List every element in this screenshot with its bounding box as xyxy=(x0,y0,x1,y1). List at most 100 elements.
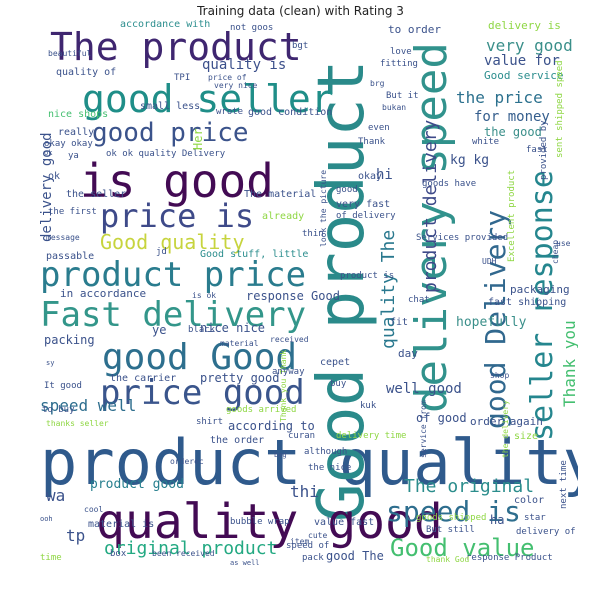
word: the price xyxy=(456,88,543,107)
word: passable xyxy=(46,251,95,262)
word: speed well xyxy=(40,396,137,415)
word: good xyxy=(336,185,358,195)
word: size xyxy=(514,431,539,442)
word: the delivery xyxy=(501,400,510,458)
word: delivery is xyxy=(488,20,561,32)
word: very fast xyxy=(336,199,391,210)
word: hi xyxy=(376,167,393,183)
word: Her xyxy=(191,128,205,150)
word: wrote xyxy=(216,107,244,117)
word: already xyxy=(262,211,305,222)
word: material xyxy=(220,339,259,348)
word: But still xyxy=(426,525,475,535)
word: box xyxy=(110,549,127,559)
word: product quality xyxy=(40,426,578,499)
word: product delivery xyxy=(420,120,441,294)
word: curan xyxy=(288,431,316,441)
word: good condition xyxy=(248,107,333,118)
word: nice shops xyxy=(48,109,109,120)
word: well good xyxy=(386,381,462,397)
word: day xyxy=(398,347,418,360)
word: buy xyxy=(330,379,347,389)
word: delivery of xyxy=(516,527,576,537)
word: fit xyxy=(390,317,409,328)
word: Good quality xyxy=(100,230,245,254)
word: hopefully xyxy=(456,315,527,330)
word: Good stuff, little xyxy=(200,249,309,260)
word: been received xyxy=(152,549,215,558)
word: goods have xyxy=(422,179,477,189)
word: jd xyxy=(156,247,167,257)
word: order again xyxy=(470,415,543,428)
word: chat xyxy=(408,295,430,305)
word: star xyxy=(524,513,546,523)
word: anyway xyxy=(272,367,305,377)
word: fast shipping xyxy=(488,297,567,308)
word: thin xyxy=(302,229,324,239)
word: original product xyxy=(104,538,278,559)
word: price good xyxy=(100,373,305,413)
word: use xyxy=(556,239,571,248)
word: fitting xyxy=(380,59,418,69)
word: price is xyxy=(100,197,255,235)
word: good The xyxy=(326,549,384,563)
word: brg xyxy=(370,79,385,88)
word: speed of xyxy=(286,541,330,551)
word-cloud: product quality Good product quality good i… xyxy=(40,20,578,568)
word: bukan xyxy=(382,103,407,112)
word: product is xyxy=(340,271,395,281)
word: of good xyxy=(416,411,467,425)
word: next time xyxy=(559,460,569,509)
word: sy xyxy=(46,359,55,367)
word: beautiful xyxy=(48,49,92,58)
word: good price xyxy=(92,118,249,148)
word: color xyxy=(514,495,545,506)
word: very nice xyxy=(214,81,258,90)
word: cool xyxy=(84,505,104,514)
word: even xyxy=(368,123,390,133)
word: as well xyxy=(230,559,260,567)
word: not goos xyxy=(230,23,274,33)
word: ya xyxy=(68,151,79,161)
word: material is xyxy=(88,519,155,530)
word: value fast xyxy=(314,517,375,528)
word: UDH xyxy=(482,257,497,266)
word: ok ok quality Delivery xyxy=(106,149,226,159)
word: Good value xyxy=(390,534,535,562)
word: bag xyxy=(274,451,287,459)
word: message xyxy=(46,233,80,242)
word: accordance with xyxy=(120,20,211,30)
word: love xyxy=(390,47,412,57)
word: pack xyxy=(302,553,324,563)
word: ye xyxy=(152,323,167,337)
word: the order xyxy=(210,435,265,446)
word: to order xyxy=(388,23,441,36)
word: value for xyxy=(484,53,560,69)
word: tp xyxy=(66,526,86,545)
word: quality is xyxy=(202,57,287,73)
word: the first xyxy=(48,207,97,217)
word: cepet xyxy=(320,357,351,368)
word: Thank you Thank xyxy=(279,350,288,423)
word: ha xyxy=(490,513,505,527)
word: sent shipped speed xyxy=(555,60,565,158)
word: ok xyxy=(48,171,61,182)
word: good seller xyxy=(82,77,334,121)
word: good Good xyxy=(102,337,298,378)
word: bgt xyxy=(292,41,309,51)
word: black xyxy=(188,325,216,335)
word: to buy xyxy=(42,405,75,415)
word: quality of xyxy=(56,67,117,78)
word: Thank xyxy=(358,137,386,147)
word: small less xyxy=(140,101,201,112)
word: quality good xyxy=(96,494,443,550)
word: orderec xyxy=(170,457,204,466)
word: It good xyxy=(44,381,82,391)
word: item xyxy=(290,537,310,546)
word: The material xyxy=(244,189,317,200)
word: quality The xyxy=(378,230,399,350)
word: time xyxy=(40,553,62,563)
word: cute xyxy=(308,531,328,540)
word: ok xyxy=(44,149,53,157)
word: in accordance xyxy=(60,287,147,300)
